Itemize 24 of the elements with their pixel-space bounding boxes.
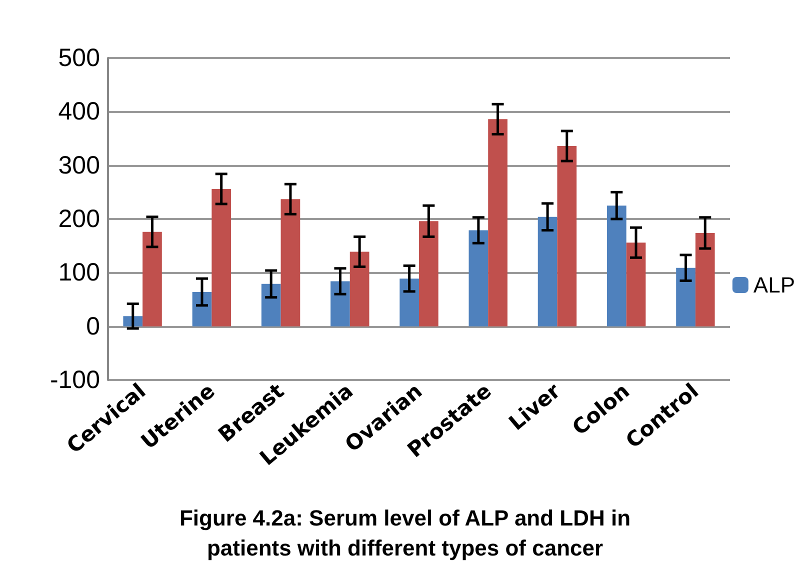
legend-label: ALP: [753, 272, 796, 298]
bar: [626, 242, 646, 326]
y-tick-label: 300: [58, 151, 100, 180]
bar: [419, 221, 438, 326]
bar: [606, 206, 626, 326]
bar: [280, 199, 300, 326]
bar: [350, 252, 370, 326]
y-tick-label: 200: [58, 205, 100, 233]
bar: [488, 119, 508, 326]
y-tick-label: 400: [58, 98, 100, 126]
bar: [261, 284, 281, 326]
bar: [212, 188, 232, 326]
text: Figure 4.2a: Serum level of ALP and LDH in patients with different types of cancer: [179, 506, 631, 560]
y-tick-label: 500: [58, 44, 100, 72]
bar: [142, 232, 162, 326]
y-tick-label: 0: [86, 312, 100, 340]
bar: [400, 278, 419, 326]
y-tick-label: 100: [58, 258, 100, 287]
bar: [330, 281, 350, 326]
bar: [676, 268, 696, 326]
bar: [468, 230, 488, 326]
bar: [695, 232, 715, 326]
bar: [557, 146, 577, 326]
bar: [538, 216, 558, 326]
